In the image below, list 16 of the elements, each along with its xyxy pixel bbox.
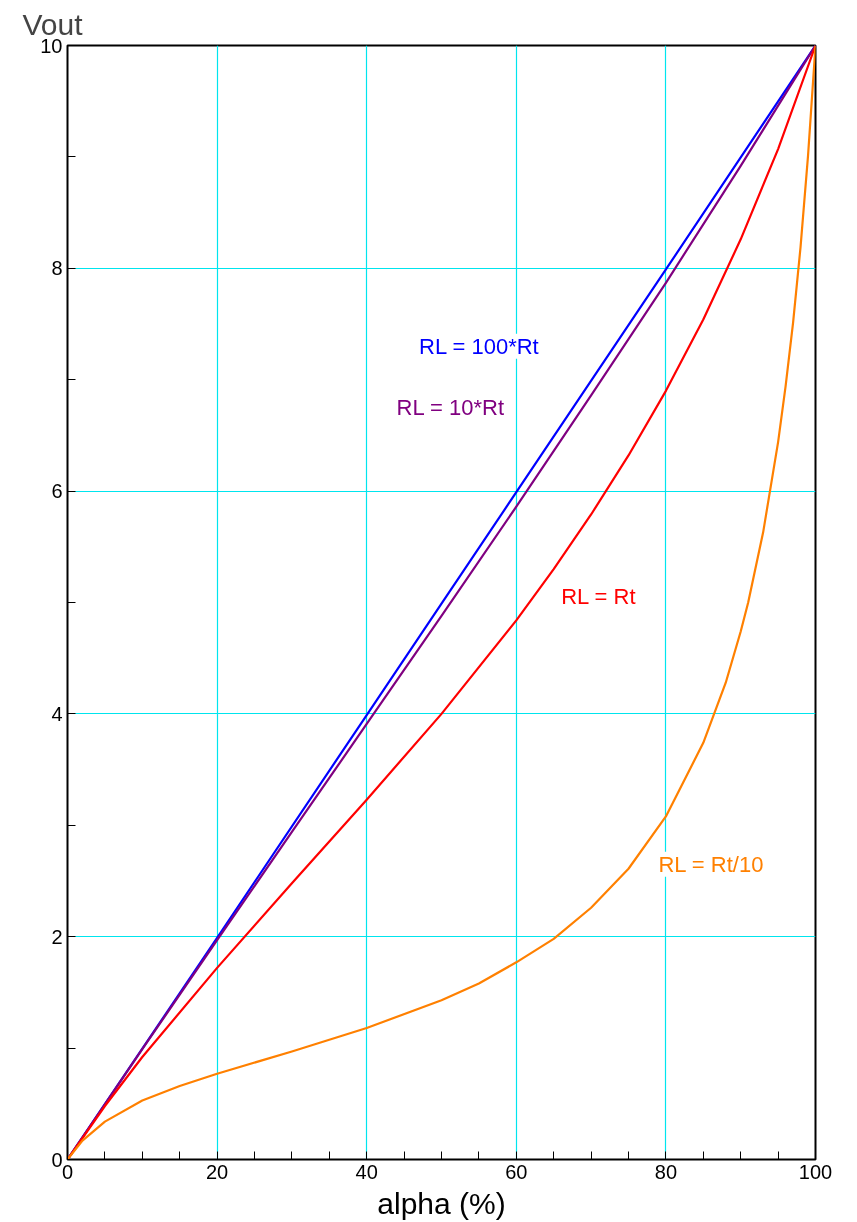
y-tick-label: 6 [51,480,63,503]
x-axis-title: alpha (%) [377,1186,506,1220]
y-tick-label: 10 [40,34,63,57]
text: RL = 10*Rt [396,395,505,421]
line-series [67,45,816,1160]
y-tick-label: 8 [51,257,63,280]
series-label: RL = Rt/10 [658,851,764,877]
x-tick-label: 20 [205,1160,229,1183]
x-tick-label: 100 [798,1160,833,1183]
y-tick-label: 2 [51,925,63,948]
x-tick-label: 80 [654,1160,678,1183]
series-label: RL = Rt [561,584,636,610]
x-tick-label: 40 [355,1160,378,1183]
text: RL = 100*Rt [419,333,539,359]
y-tick-label: 4 [51,702,63,725]
x-tick-label: 60 [505,1160,528,1183]
